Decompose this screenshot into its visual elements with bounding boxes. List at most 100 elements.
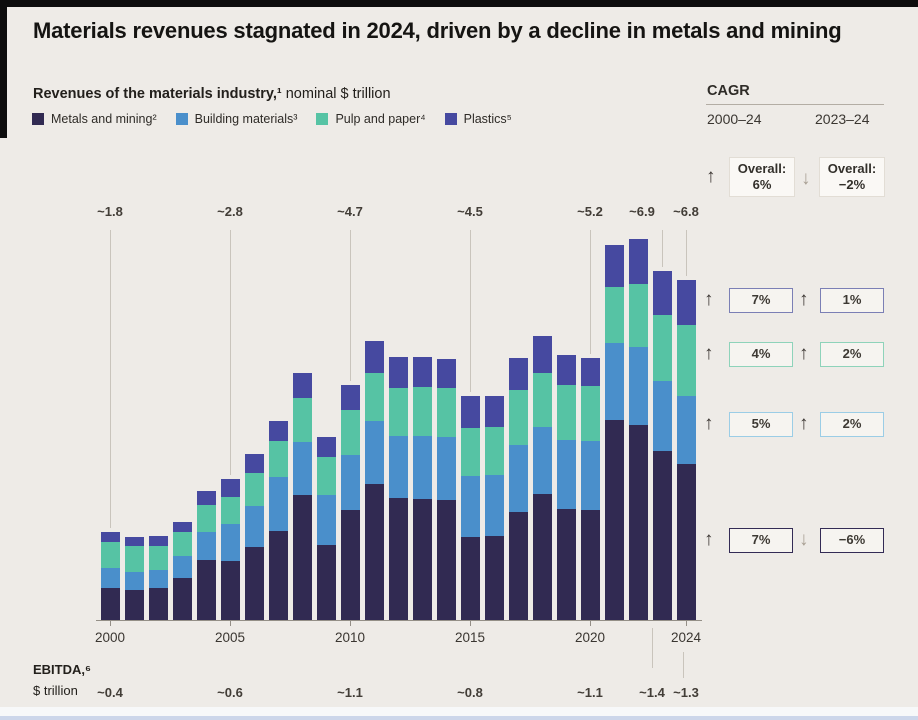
bar-segment-plastics-2007 xyxy=(268,420,288,442)
cagr-column-2023-24: 2023–24 xyxy=(815,111,870,127)
bar-segment-pulp-and-paper-2000 xyxy=(100,541,120,569)
bar-segment-metals-and-mining-2011 xyxy=(364,483,384,620)
bar-segment-building-materials-2019 xyxy=(556,440,576,510)
bar-segment-pulp-and-paper-2017 xyxy=(508,390,528,446)
bar-segment-plastics-2010 xyxy=(340,385,360,411)
bar-segment-plastics-2004 xyxy=(196,491,216,505)
bar-segment-building-materials-2018 xyxy=(532,426,552,494)
up-arrow-icon-building-materials-2000-24: ↑ xyxy=(704,413,714,434)
up-arrow-icon-building-materials-2023-24: ↑ xyxy=(799,413,809,434)
annotation-line-2024 xyxy=(686,230,687,277)
legend-item: Plastics⁵ xyxy=(444,112,512,126)
bar-segment-building-materials-2024 xyxy=(676,395,696,464)
bar-segment-building-materials-2007 xyxy=(268,476,288,531)
bar-segment-pulp-and-paper-2012 xyxy=(388,388,408,437)
x-tick-2024 xyxy=(686,621,687,626)
bar-segment-pulp-and-paper-2019 xyxy=(556,385,576,441)
bar-segment-metals-and-mining-2016 xyxy=(484,535,504,620)
cagr-value-box-pulp-and-paper-2023-24: 2% xyxy=(820,342,884,367)
total-annotation-2024: ~6.8 xyxy=(673,204,699,219)
bar-segment-metals-and-mining-2001 xyxy=(124,589,144,620)
bar-segment-pulp-and-paper-2008 xyxy=(292,398,312,443)
total-annotation-2023: ~6.9 xyxy=(629,204,655,219)
bar-segment-pulp-and-paper-2001 xyxy=(124,546,144,572)
x-tick-2015 xyxy=(470,621,471,626)
bar-segment-building-materials-2014 xyxy=(436,436,456,501)
bar-segment-pulp-and-paper-2016 xyxy=(484,426,504,475)
cagr-panel-header: CAGR xyxy=(707,83,750,99)
bar-segment-building-materials-2017 xyxy=(508,445,528,513)
bar-segment-building-materials-2002 xyxy=(148,570,168,589)
overall-value: −2% xyxy=(838,177,866,192)
legend-label: Metals and mining² xyxy=(51,112,157,126)
bar-segment-plastics-2016 xyxy=(484,395,504,427)
bar-segment-plastics-2017 xyxy=(508,358,528,391)
x-tick-2000 xyxy=(110,621,111,626)
cagr-value-box-metals-and-mining-2000-24: 7% xyxy=(729,528,793,553)
bar-segment-building-materials-2013 xyxy=(412,436,432,500)
cagr-value-box-building-materials-2023-24: 2% xyxy=(820,412,884,437)
legend-swatch-icon xyxy=(175,113,188,125)
left-edge-border xyxy=(0,0,7,138)
bar-segment-building-materials-2012 xyxy=(388,436,408,499)
x-axis-line xyxy=(96,620,702,621)
bar-segment-metals-and-mining-2002 xyxy=(148,588,168,620)
bar-segment-plastics-2005 xyxy=(220,478,240,497)
bar-segment-metals-and-mining-2003 xyxy=(172,578,192,620)
ebitda-value-2024: ~1.3 xyxy=(673,685,699,700)
chart-subtitle: Revenues of the materials industry,¹ nom… xyxy=(33,86,391,102)
bar-segment-plastics-2014 xyxy=(436,358,456,389)
cagr-value-box-pulp-and-paper-2000-24: 4% xyxy=(729,342,793,367)
slide-title: Materials revenues stagnated in 2024, dr… xyxy=(33,18,842,43)
bar-segment-building-materials-2008 xyxy=(292,442,312,495)
x-tick-2020 xyxy=(590,621,591,626)
bar-segment-plastics-2000 xyxy=(100,531,120,542)
cagr-header-rule xyxy=(706,104,884,105)
top-edge-border xyxy=(0,0,918,7)
bar-segment-plastics-2002 xyxy=(148,535,168,546)
x-year-label-2020: 2020 xyxy=(574,630,606,645)
bar-segment-pulp-and-paper-2024 xyxy=(676,325,696,396)
bar-segment-plastics-2011 xyxy=(364,341,384,374)
bar-segment-metals-and-mining-2024 xyxy=(676,463,696,620)
bar-segment-metals-and-mining-2006 xyxy=(244,546,264,620)
bar-segment-pulp-and-paper-2018 xyxy=(532,373,552,427)
bar-segment-plastics-2009 xyxy=(316,436,336,457)
x-tick-2010 xyxy=(350,621,351,626)
overall-cagr-2023-24-box: Overall: −2% xyxy=(819,157,885,197)
bar-segment-plastics-2023 xyxy=(652,270,672,316)
bar-segment-building-materials-2020 xyxy=(580,441,600,511)
bar-segment-metals-and-mining-2010 xyxy=(340,510,360,620)
up-arrow-icon-pulp-and-paper-2000-24: ↑ xyxy=(704,343,714,364)
bar-segment-building-materials-2001 xyxy=(124,571,144,590)
x-year-label-2010: 2010 xyxy=(334,630,366,645)
legend-label: Plastics⁵ xyxy=(463,112,512,126)
bar-segment-building-materials-2000 xyxy=(100,568,120,589)
cagr-value-box-building-materials-2000-24: 5% xyxy=(729,412,793,437)
bar-segment-pulp-and-paper-2021 xyxy=(604,286,624,343)
overall-cagr-2000-24-box: Overall: 6% xyxy=(729,157,795,197)
legend-item: Pulp and paper⁴ xyxy=(316,112,426,126)
bar-segment-plastics-2020 xyxy=(580,357,600,387)
cagr-value-box-metals-and-mining-2023-24: −6% xyxy=(820,528,884,553)
legend-label: Building materials³ xyxy=(194,112,298,126)
total-annotation-2005: ~2.8 xyxy=(217,204,243,219)
bottom-band xyxy=(0,707,918,716)
bar-segment-plastics-2003 xyxy=(172,521,192,532)
ebitda-label: EBITDA,⁶ xyxy=(33,662,91,677)
x-year-label-2024: 2024 xyxy=(670,630,702,645)
bar-segment-building-materials-2010 xyxy=(340,455,360,511)
x-tick-2005 xyxy=(230,621,231,626)
bar-segment-building-materials-2005 xyxy=(220,524,240,562)
bar-segment-plastics-2001 xyxy=(124,537,144,547)
bottom-accent-strip xyxy=(0,716,918,720)
bar-segment-plastics-2021 xyxy=(604,245,624,287)
bar-segment-pulp-and-paper-2007 xyxy=(268,441,288,477)
bar-segment-building-materials-2004 xyxy=(196,531,216,561)
total-annotation-2010: ~4.7 xyxy=(337,204,363,219)
total-annotation-2020: ~5.2 xyxy=(577,204,603,219)
bar-segment-metals-and-mining-2019 xyxy=(556,509,576,620)
bar-segment-building-materials-2021 xyxy=(604,342,624,420)
bar-segment-plastics-2019 xyxy=(556,354,576,386)
